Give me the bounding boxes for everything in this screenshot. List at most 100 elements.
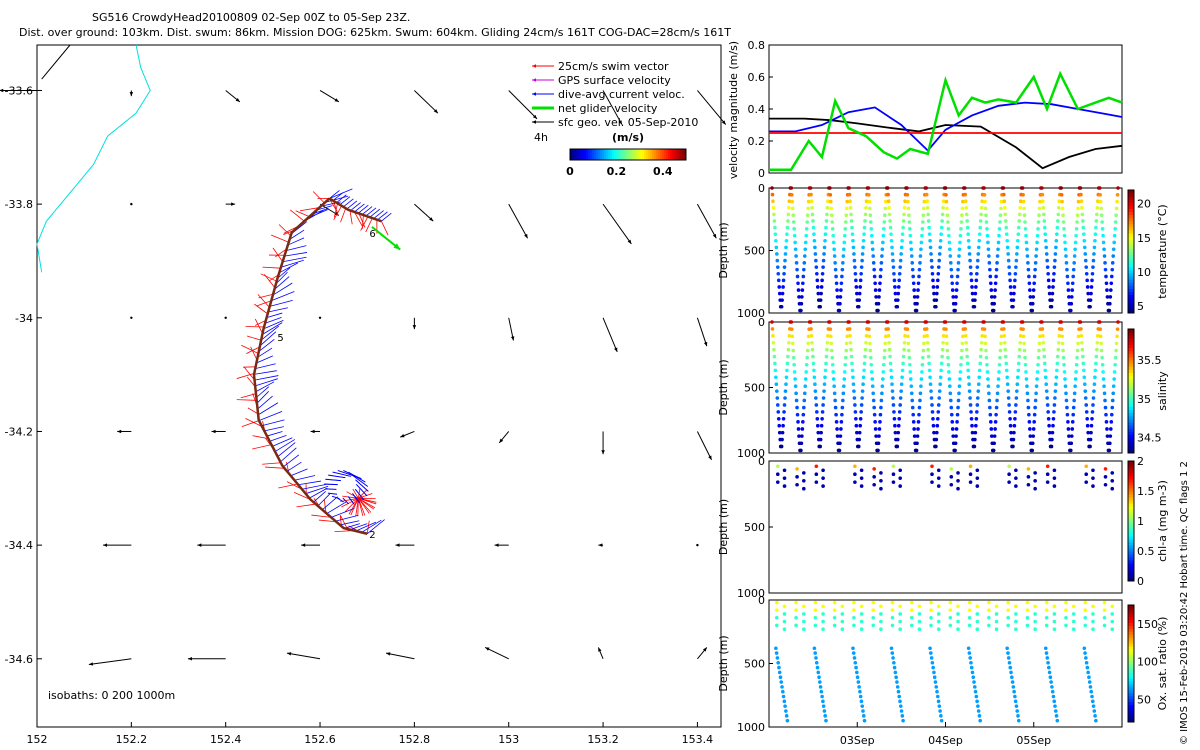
section-colorbar-cell <box>1128 196 1134 200</box>
dive-sample <box>911 274 916 279</box>
dive-sample <box>961 334 965 339</box>
dive-sample <box>1100 220 1104 224</box>
dive-sample <box>914 308 919 313</box>
section-colorbar-cell <box>1128 300 1134 305</box>
dive-sample <box>924 320 929 324</box>
dive-sample <box>1084 403 1089 407</box>
dive-sample <box>970 291 975 296</box>
section-colorbar-cell <box>1128 539 1134 543</box>
dive-sample <box>890 600 895 605</box>
dive-sample <box>771 205 776 210</box>
dive-sample <box>960 213 964 218</box>
dive-sample <box>821 604 825 609</box>
dive-sample <box>802 261 807 265</box>
dive-sample <box>813 389 818 393</box>
dive-sample <box>821 476 825 480</box>
colorbar-cell <box>618 149 621 160</box>
dive-sample <box>872 467 876 471</box>
geo-velocity-dot <box>130 202 133 206</box>
section-colorbar-cell <box>1128 506 1134 510</box>
dac-vector <box>255 381 275 393</box>
swim-vector <box>357 498 364 516</box>
dive-sample <box>987 391 991 396</box>
dive-sample <box>867 193 871 197</box>
dive-sample <box>937 389 942 393</box>
swim-vector <box>340 497 359 502</box>
dive-sample <box>1018 340 1023 345</box>
dive-sample <box>1092 389 1096 393</box>
dive-sample <box>823 368 828 373</box>
dive-sample <box>975 258 980 263</box>
dive-sample <box>1099 206 1103 211</box>
dive-sample <box>927 361 931 366</box>
dive-sample <box>1024 377 1029 381</box>
section-colorbar-cell <box>1128 282 1134 286</box>
dive-sample <box>900 238 904 243</box>
dive-sample <box>1112 233 1117 238</box>
dive-sample <box>1033 261 1038 265</box>
dive-sample <box>831 377 836 381</box>
dive-sample <box>915 295 920 299</box>
dive-sample <box>976 389 981 393</box>
dive-sample <box>1091 612 1095 616</box>
dive-sample <box>782 627 787 632</box>
dive-sample <box>1026 405 1031 410</box>
dive-sample <box>929 651 933 655</box>
dive-sample <box>1084 656 1088 660</box>
dive-sample <box>859 271 863 276</box>
geo-velocity-arrow-head <box>524 233 528 239</box>
dive-sample <box>1036 227 1040 231</box>
section-colorbar-cell <box>1128 338 1134 342</box>
dac-vector <box>253 370 277 375</box>
dive-sample <box>1101 370 1105 374</box>
dive-sample <box>1001 186 1006 190</box>
dive-sample <box>1065 274 1070 279</box>
dac-vector <box>325 195 349 203</box>
section-colorbar-cell <box>1128 545 1134 549</box>
dive-sample <box>771 340 776 345</box>
swim-vector <box>295 210 310 218</box>
dive-sample <box>1083 623 1088 628</box>
dive-sample <box>1084 464 1089 469</box>
dac-vector <box>352 493 360 504</box>
dive-sample <box>944 334 949 339</box>
dive-sample <box>804 370 809 374</box>
swim-vector <box>360 216 369 231</box>
dive-sample <box>896 689 901 694</box>
section-colorbar-cell <box>1128 518 1134 522</box>
dive-sample <box>970 285 974 289</box>
dac-vector <box>264 317 282 324</box>
dive-sample <box>777 430 782 435</box>
dive-sample <box>1066 281 1070 286</box>
dive-sample <box>820 416 824 421</box>
dive-sample <box>936 410 941 414</box>
dive-sample <box>949 274 954 279</box>
dive-sample <box>773 225 777 230</box>
map-ytick-label: -33.8 <box>5 198 33 211</box>
section-colorbar-cell <box>1128 303 1134 308</box>
dive-sample <box>1103 482 1108 487</box>
dive-sample <box>1045 656 1050 660</box>
dive-sample <box>906 341 911 346</box>
dive-sample <box>954 288 959 292</box>
dive-sample <box>1033 619 1037 624</box>
dive-sample <box>978 219 983 223</box>
dive-sample <box>1012 689 1016 694</box>
section-colorbar-cell <box>1128 482 1134 486</box>
dive-sample <box>859 476 864 480</box>
dive-sample <box>1095 340 1100 345</box>
dive-sample <box>902 205 907 210</box>
dive-sample <box>1092 245 1097 250</box>
dive-sample <box>789 320 794 324</box>
dive-sample <box>1094 361 1098 366</box>
dive-sample <box>941 205 945 210</box>
dive-sample <box>811 219 815 223</box>
dive-sample <box>791 213 796 218</box>
dive-sample <box>1088 298 1093 302</box>
section-ytick-label: 500 <box>744 521 765 534</box>
glider-track <box>252 197 368 535</box>
dive-sample <box>983 334 987 339</box>
dive-sample <box>956 604 960 609</box>
dive-sample <box>975 410 979 414</box>
dive-sample <box>897 410 902 414</box>
